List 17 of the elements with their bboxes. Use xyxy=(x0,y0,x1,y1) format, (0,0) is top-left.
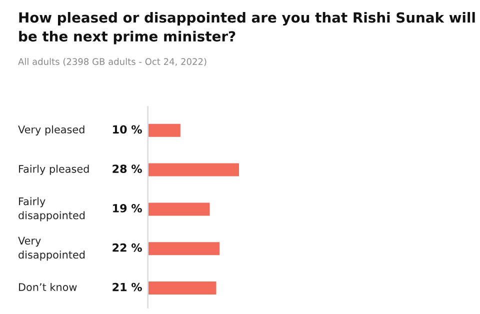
bar xyxy=(148,124,180,137)
bar xyxy=(148,202,210,216)
bar xyxy=(148,282,216,295)
data-label: 22 % xyxy=(112,243,142,252)
y-tick-label: Fairly pleased xyxy=(19,164,89,175)
chart-title: How pleased or disappointed are you that Rishi Sunak will be the next prime minister? xyxy=(19,12,475,44)
data-label: 28 % xyxy=(112,164,142,174)
data-label: 19 % xyxy=(113,204,142,212)
bar xyxy=(148,163,240,176)
y-tick-label: Fairly disappointed xyxy=(18,197,85,222)
y-tick-label: Very disappointed xyxy=(18,236,85,261)
data-label: 21 % xyxy=(112,282,142,292)
y-tick-label: Don’t know xyxy=(19,282,77,292)
data-label: 10 % xyxy=(113,125,142,134)
bar xyxy=(148,242,220,256)
chart-subtitle: All adults (2398 GB adults - Oct 24, 2022) xyxy=(18,58,206,66)
y-tick-label: Very pleased xyxy=(18,125,84,136)
